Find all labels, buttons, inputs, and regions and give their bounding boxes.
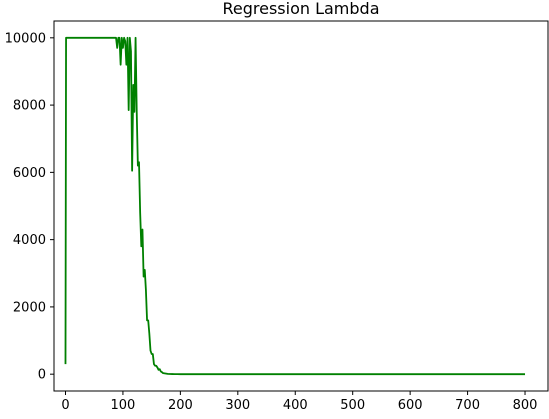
x-tick-label: 300 <box>225 398 250 413</box>
plot-frame <box>53 20 549 392</box>
x-axis-ticks: 0 100 200 300 400 500 600 700 800 <box>61 391 537 413</box>
series-layer <box>64 36 526 376</box>
y-tick-label: 8000 <box>13 99 46 114</box>
x-tick-label: 100 <box>111 398 136 413</box>
chart-title: Regression Lambda <box>222 0 379 18</box>
y-tick-label: 10000 <box>5 31 46 46</box>
y-tick-label: 6000 <box>13 166 46 181</box>
y-tick-label: 2000 <box>13 300 46 315</box>
x-tick-label: 500 <box>340 398 365 413</box>
series-line <box>64 36 526 376</box>
x-tick-label: 0 <box>61 398 69 413</box>
x-tick-label: 400 <box>283 398 308 413</box>
x-tick-label: 700 <box>455 398 480 413</box>
y-tick-label: 4000 <box>13 233 46 248</box>
y-tick-label: 0 <box>38 368 46 383</box>
y-axis-ticks: 0 2000 4000 6000 8000 10000 <box>5 31 54 383</box>
x-tick-label: 600 <box>398 398 423 413</box>
x-tick-label: 800 <box>513 398 538 413</box>
x-tick-label: 200 <box>168 398 193 413</box>
